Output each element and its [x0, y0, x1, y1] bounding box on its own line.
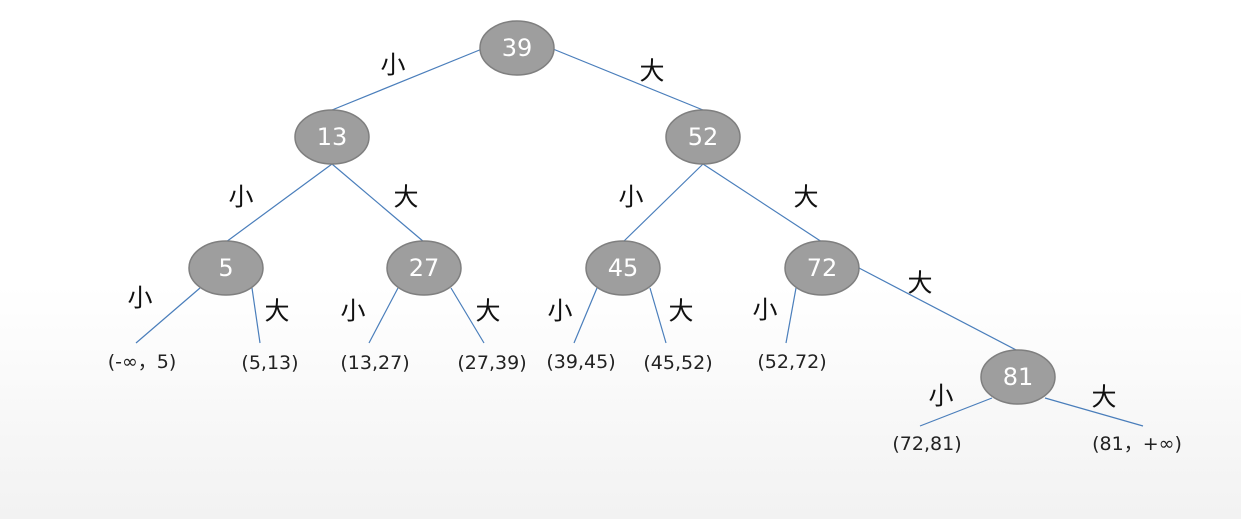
edge-5-interval-2 — [251, 287, 261, 344]
node-5-shape — [188, 240, 264, 296]
edge-72-interval-7 — [785, 287, 797, 344]
node-27-shape — [386, 240, 462, 296]
interval-13-27: (13,27) — [340, 352, 409, 374]
edges — [135, 48, 1144, 427]
interval-72-81: (72,81) — [892, 433, 961, 455]
edge-label-large-5: 大 — [264, 297, 289, 326]
interval-45-52: (45,52) — [643, 352, 712, 374]
edge-label-small-52: 小 — [618, 183, 643, 212]
edge-52-72 — [702, 163, 823, 243]
edge-labels: 小 大 小 大 小 大 小 大 小 大 小 大 小 大 小 大 — [127, 51, 1116, 412]
edge-label-small-39: 小 — [380, 51, 405, 80]
edge-label-small-45: 小 — [547, 297, 572, 326]
node-27: 27 — [386, 240, 462, 296]
node-52: 52 — [665, 109, 741, 165]
edge-13-27 — [331, 163, 425, 243]
node-45-label: 45 — [608, 254, 639, 282]
node-13-shape — [294, 109, 370, 165]
node-13: 13 — [294, 109, 370, 165]
node-72-shape — [784, 240, 860, 296]
edge-label-small-27: 小 — [340, 297, 365, 326]
edge-label-large-81: 大 — [1091, 383, 1116, 412]
edge-81-interval-9 — [1044, 397, 1144, 427]
edge-27-interval-4 — [450, 287, 485, 344]
edge-5-interval-1 — [135, 287, 201, 344]
edge-label-large-72: 大 — [907, 269, 932, 298]
edge-label-large-52: 大 — [793, 183, 818, 212]
intervals: (-∞，5) (5,13) (13,27) (27,39) (39,45) (4… — [108, 351, 1182, 455]
node-5-label: 5 — [218, 254, 233, 282]
edge-13-5 — [225, 163, 333, 243]
edge-label-large-27: 大 — [475, 297, 500, 326]
node-72: 72 — [784, 240, 860, 296]
node-5: 5 — [188, 240, 264, 296]
edge-81-interval-8 — [919, 397, 993, 427]
interval-27-39: (27,39) — [457, 352, 526, 374]
edge-label-large-13: 大 — [393, 183, 418, 212]
interval-52-72: (52,72) — [757, 351, 826, 373]
edge-label-small-72: 小 — [752, 296, 777, 325]
node-81-shape — [980, 349, 1056, 405]
edge-label-small-13: 小 — [228, 183, 253, 212]
node-13-label: 13 — [317, 123, 348, 151]
node-39: 39 — [479, 20, 555, 76]
node-52-shape — [665, 109, 741, 165]
edge-label-large-45: 大 — [668, 297, 693, 326]
edge-label-small-81: 小 — [928, 382, 953, 411]
node-52-label: 52 — [688, 123, 719, 151]
edge-39-13 — [331, 48, 483, 111]
edge-39-52 — [552, 48, 704, 111]
edge-45-interval-5 — [573, 287, 598, 344]
node-45-shape — [585, 240, 661, 296]
edge-label-small-5: 小 — [127, 284, 152, 313]
interval-5-13: (5,13) — [241, 352, 298, 374]
node-39-shape — [479, 20, 555, 76]
node-45: 45 — [585, 240, 661, 296]
node-27-label: 27 — [409, 254, 440, 282]
edge-label-large-39: 大 — [639, 57, 664, 86]
node-81: 81 — [980, 349, 1056, 405]
interval-39-45: (39,45) — [546, 351, 615, 373]
edge-52-45 — [622, 163, 704, 243]
node-39-label: 39 — [502, 34, 533, 62]
node-72-label: 72 — [807, 254, 838, 282]
node-81-label: 81 — [1003, 363, 1034, 391]
edge-27-interval-3 — [368, 287, 399, 344]
edge-72-81 — [858, 267, 1019, 352]
interval-neg-inf-5: (-∞，5) — [108, 351, 177, 373]
interval-81-pos-inf: (81，+∞) — [1092, 433, 1182, 455]
edge-45-interval-6 — [649, 287, 667, 344]
